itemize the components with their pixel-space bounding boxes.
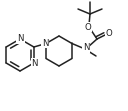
Text: O: O bbox=[106, 30, 112, 39]
Text: O: O bbox=[85, 23, 91, 32]
Text: N: N bbox=[32, 59, 38, 68]
Text: N: N bbox=[83, 44, 89, 53]
Text: N: N bbox=[17, 34, 24, 43]
Text: N: N bbox=[42, 39, 48, 48]
